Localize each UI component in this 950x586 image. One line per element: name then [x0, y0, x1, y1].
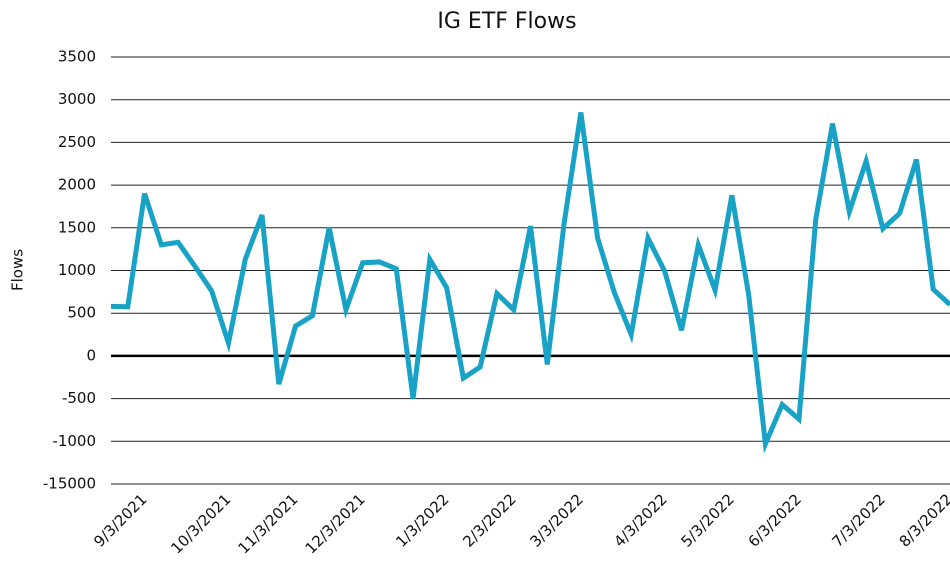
y-tick-label: -500	[62, 389, 96, 407]
y-tick-label: 0	[86, 346, 96, 364]
y-tick-label: 3500	[58, 48, 96, 66]
chart-title: IG ETF Flows	[437, 9, 576, 34]
y-tick-label: 3000	[58, 90, 96, 108]
y-tick-label: 1000	[58, 261, 96, 279]
x-tick-label: 12/3/2021	[302, 490, 369, 557]
x-tick-label: 9/3/2021	[90, 490, 150, 550]
y-tick-label: 1500	[58, 218, 96, 236]
x-tick-label: 7/3/2022	[829, 490, 889, 550]
x-tick-label: 11/3/2021	[234, 490, 301, 557]
x-tick-label: 5/3/2022	[678, 490, 738, 550]
x-tick-label: 3/3/2022	[526, 490, 586, 550]
y-tick-label: 2500	[58, 133, 96, 151]
x-tick-label: 8/3/2022	[896, 490, 950, 550]
x-tick-label: 10/3/2021	[167, 490, 234, 557]
x-tick-label: 6/3/2022	[745, 490, 805, 550]
x-tick-label: 4/3/2022	[610, 490, 670, 550]
x-tick-label: 1/3/2022	[392, 490, 452, 550]
y-tick-label: -15000	[43, 475, 96, 493]
y-axis-label: Flows	[9, 249, 27, 291]
data-line	[110, 112, 950, 454]
y-tick-label: 500	[67, 304, 96, 322]
y-tick-label: 2000	[58, 176, 96, 194]
y-tick-label: -1000	[52, 432, 96, 450]
x-tick-label: 2/3/2022	[459, 490, 519, 550]
